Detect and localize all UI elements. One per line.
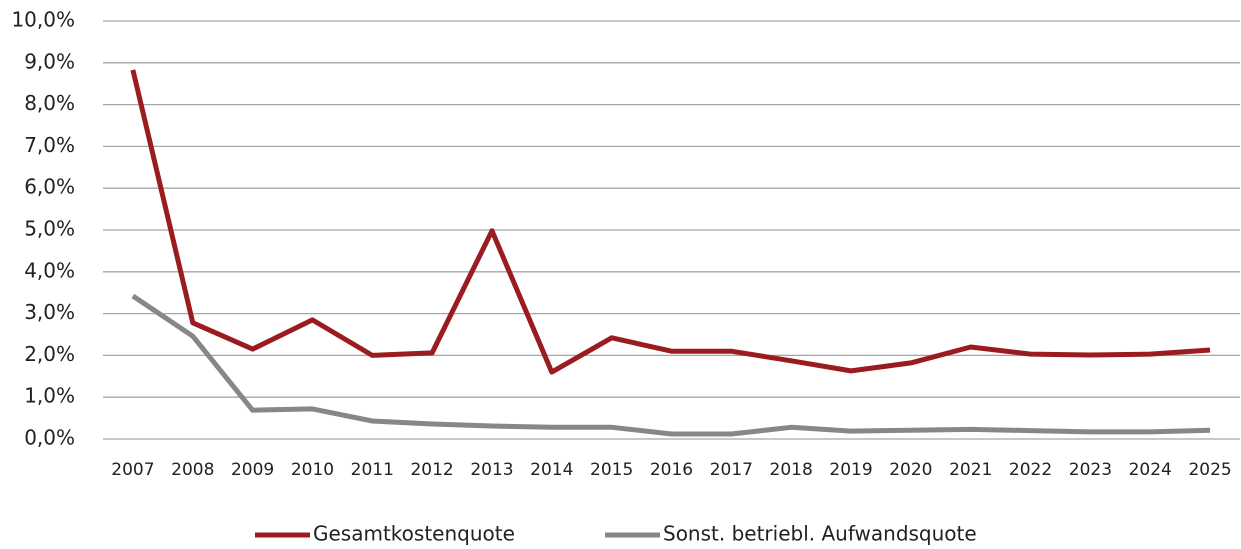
y-tick-label: 0,0% [24, 426, 75, 450]
y-tick-label: 9,0% [24, 49, 75, 73]
x-tick-label: 2013 [470, 460, 513, 480]
x-tick-label: 2024 [1129, 460, 1172, 480]
y-tick-label: 8,0% [24, 91, 75, 115]
x-tick-label: 2009 [231, 460, 274, 480]
x-tick-label: 2020 [889, 460, 932, 480]
y-tick-label: 7,0% [24, 133, 75, 157]
x-tick-label: 2021 [949, 460, 992, 480]
y-tick-label: 10,0% [11, 8, 75, 32]
x-tick-label: 2014 [530, 460, 573, 480]
x-tick-label: 2022 [1009, 460, 1052, 480]
x-tick-label: 2012 [410, 460, 453, 480]
x-tick-label: 2018 [770, 460, 813, 480]
line-series [130, 69, 1211, 375]
x-tick-label: 2011 [351, 460, 394, 480]
x-tick-label: 2023 [1069, 460, 1112, 480]
x-tick-label: 2017 [710, 460, 753, 480]
x-tick-label: 2007 [111, 460, 154, 480]
legend-label: Sonst. betriebl. Aufwandsquote [663, 522, 977, 546]
y-tick-label: 1,0% [24, 384, 75, 408]
y-tick-label: 2,0% [24, 342, 75, 366]
y-tick-label: 3,0% [24, 300, 75, 324]
y-tick-label: 5,0% [24, 217, 75, 241]
x-tick-label: 2025 [1188, 460, 1231, 480]
x-tick-label: 2019 [829, 460, 872, 480]
x-tick-label: 2016 [650, 460, 693, 480]
x-tick-label: 2008 [171, 460, 214, 480]
line-series [131, 293, 1211, 437]
x-tick-label: 2015 [590, 460, 633, 480]
legend-label: Gesamtkostenquote [313, 522, 515, 546]
x-tick-label: 2010 [291, 460, 334, 480]
y-tick-label: 6,0% [24, 175, 75, 199]
y-tick-label: 4,0% [24, 258, 75, 282]
